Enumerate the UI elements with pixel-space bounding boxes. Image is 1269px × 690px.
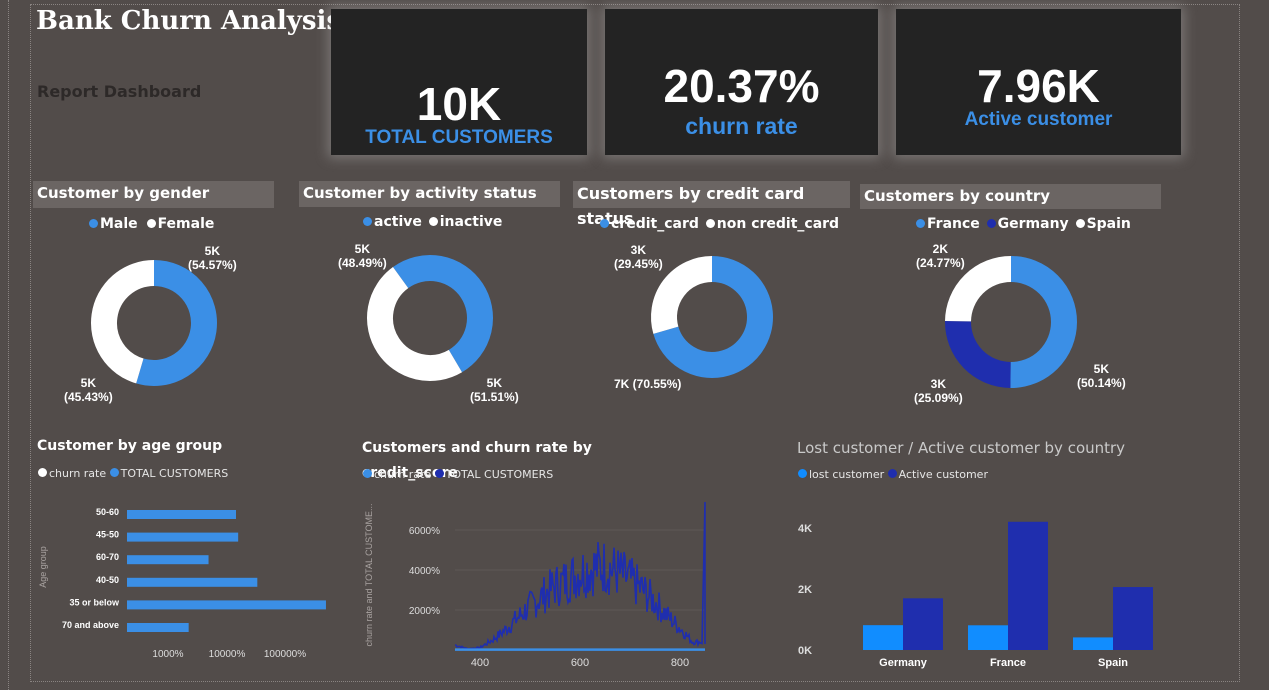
legend-gender: Male Female bbox=[89, 216, 214, 232]
data-label-credit-card: 7K (70.55%) bbox=[614, 377, 682, 391]
age-tick-label: 50-60 bbox=[96, 507, 119, 517]
report-subtitle: Report Dashboard bbox=[37, 82, 202, 101]
country-bar-active-customer bbox=[1113, 587, 1153, 650]
kpi-card-total-customers[interactable]: 10K TOTAL CUSTOMERS bbox=[331, 9, 587, 155]
country-x-tick: Spain bbox=[1098, 657, 1128, 669]
donut-slice-active bbox=[392, 255, 493, 373]
report-title: Bank Churn Analysis bbox=[36, 6, 342, 36]
legend-item[interactable]: Active customer bbox=[887, 468, 988, 481]
kpi-label: TOTAL CUSTOMERS bbox=[365, 127, 553, 148]
left-guide bbox=[8, 0, 10, 690]
legend-item[interactable]: Spain bbox=[1075, 216, 1131, 232]
kpi-value: 20.37% bbox=[663, 60, 820, 112]
legend-item[interactable]: TOTAL CUSTOMERS bbox=[434, 468, 553, 481]
age-axis-label: Age group bbox=[38, 546, 48, 588]
country-y-tick: 0K bbox=[798, 645, 812, 657]
data-label-spain: 2K (24.77%) bbox=[916, 242, 965, 270]
legend-item[interactable]: active bbox=[363, 214, 422, 230]
legend-age-group: churn rate TOTAL CUSTOMERS bbox=[38, 467, 228, 480]
legend-item[interactable]: non credit_card bbox=[705, 216, 839, 232]
age-tick-label: 45-50 bbox=[96, 530, 119, 540]
data-label-france: 5K (50.14%) bbox=[1077, 362, 1126, 390]
chart-title-gender: Customer by gender bbox=[33, 181, 274, 208]
legend-item[interactable]: Male bbox=[89, 216, 138, 232]
chart-title-lost-active: Lost customer / Active customer by count… bbox=[797, 439, 1126, 457]
age-tick-label: 40-50 bbox=[96, 575, 119, 585]
data-label-active: 5K (51.51%) bbox=[470, 376, 519, 404]
country-x-tick: France bbox=[990, 657, 1026, 669]
legend-item[interactable]: inactive bbox=[428, 214, 502, 230]
donut-slice-france bbox=[1010, 256, 1077, 388]
data-label-male: 5K (54.57%) bbox=[188, 244, 237, 272]
legend-item[interactable]: churn rate bbox=[363, 468, 431, 481]
donut-slice-spain bbox=[945, 256, 1012, 323]
age-tick-label: 70 and above bbox=[62, 620, 119, 630]
legend-country: France Germany Spain bbox=[916, 216, 1131, 232]
credit-x-tick: 800 bbox=[671, 657, 689, 669]
age-tick-label: 35 or below bbox=[69, 597, 120, 607]
credit-x-tick: 400 bbox=[471, 657, 489, 669]
series-total-customers bbox=[454, 501, 706, 650]
age-bar bbox=[127, 510, 236, 519]
legend-item[interactable]: Female bbox=[146, 216, 214, 232]
age-bar bbox=[127, 555, 209, 565]
age-x-tick: 10000% bbox=[209, 649, 246, 660]
credit-y-tick: 2000% bbox=[409, 606, 440, 617]
legend-item[interactable]: credit_card bbox=[600, 216, 699, 232]
kpi-value: 10K bbox=[416, 78, 502, 130]
legend-activity: active inactive bbox=[363, 214, 502, 230]
country-x-tick: Germany bbox=[879, 657, 928, 669]
age-bar bbox=[127, 623, 189, 632]
chart-title-activity: Customer by activity status bbox=[299, 181, 560, 207]
legend-credit-score: churn rate TOTAL CUSTOMERS bbox=[363, 468, 553, 481]
donut-slice-credit_card bbox=[653, 256, 773, 378]
age-x-tick: 100000% bbox=[264, 649, 306, 660]
age-x-tick: 1000% bbox=[152, 649, 183, 660]
data-label-female: 5K (45.43%) bbox=[64, 376, 113, 404]
country-y-tick: 4K bbox=[798, 523, 812, 535]
legend-item[interactable]: churn rate bbox=[38, 467, 106, 480]
country-bar-active-customer bbox=[903, 598, 943, 650]
country-bar-lost-customer bbox=[1073, 637, 1113, 650]
kpi-card-active-customer[interactable]: 7.96K Active customer bbox=[896, 9, 1181, 155]
credit-axis-label: churn rate and TOTAL CUSTOME... bbox=[364, 503, 374, 646]
legend-item[interactable]: TOTAL CUSTOMERS bbox=[109, 467, 228, 480]
legend-credit-card: credit_card non credit_card bbox=[600, 216, 839, 232]
legend-item[interactable]: Germany bbox=[986, 216, 1069, 232]
country-bar-lost-customer bbox=[863, 625, 903, 650]
kpi-card-churn-rate[interactable]: 20.37% churn rate bbox=[605, 9, 878, 155]
chart-title-credit-card: Customers by credit card status bbox=[573, 181, 850, 228]
chart-title-credit-score: Customers and churn rate by credit_score bbox=[362, 440, 592, 481]
legend-item[interactable]: lost customer bbox=[798, 468, 884, 481]
data-label-germany: 3K (25.09%) bbox=[914, 377, 963, 405]
legend-lost-active: lost customer Active customer bbox=[798, 468, 988, 481]
age-bar bbox=[127, 577, 258, 587]
age-tick-label: 60-70 bbox=[96, 552, 119, 562]
country-y-tick: 2K bbox=[798, 584, 812, 596]
credit-y-tick: 6000% bbox=[409, 526, 440, 537]
credit-x-tick: 600 bbox=[571, 657, 589, 669]
kpi-label: churn rate bbox=[685, 113, 798, 139]
donut-slice-non-credit_card bbox=[651, 256, 713, 334]
chart-title-country: Customers by country bbox=[860, 184, 1161, 209]
legend-item[interactable]: France bbox=[916, 216, 980, 232]
age-bar bbox=[127, 532, 239, 542]
donut-slice-germany bbox=[945, 320, 1012, 388]
donut-slice-female bbox=[91, 260, 155, 384]
data-label-inactive: 5K (48.49%) bbox=[338, 242, 387, 270]
credit-y-tick: 4000% bbox=[409, 566, 440, 577]
donut-slice-male bbox=[136, 260, 217, 386]
age-bar bbox=[127, 600, 326, 610]
data-label-non-credit-card: 3K (29.45%) bbox=[614, 243, 663, 271]
kpi-label: Active customer bbox=[964, 109, 1113, 130]
donut-slice-inactive bbox=[367, 267, 463, 381]
chart-title-age-group: Customer by age group bbox=[37, 438, 223, 454]
country-bar-active-customer bbox=[1008, 521, 1048, 650]
kpi-value: 7.96K bbox=[977, 60, 1100, 112]
country-bar-lost-customer bbox=[968, 625, 1008, 650]
